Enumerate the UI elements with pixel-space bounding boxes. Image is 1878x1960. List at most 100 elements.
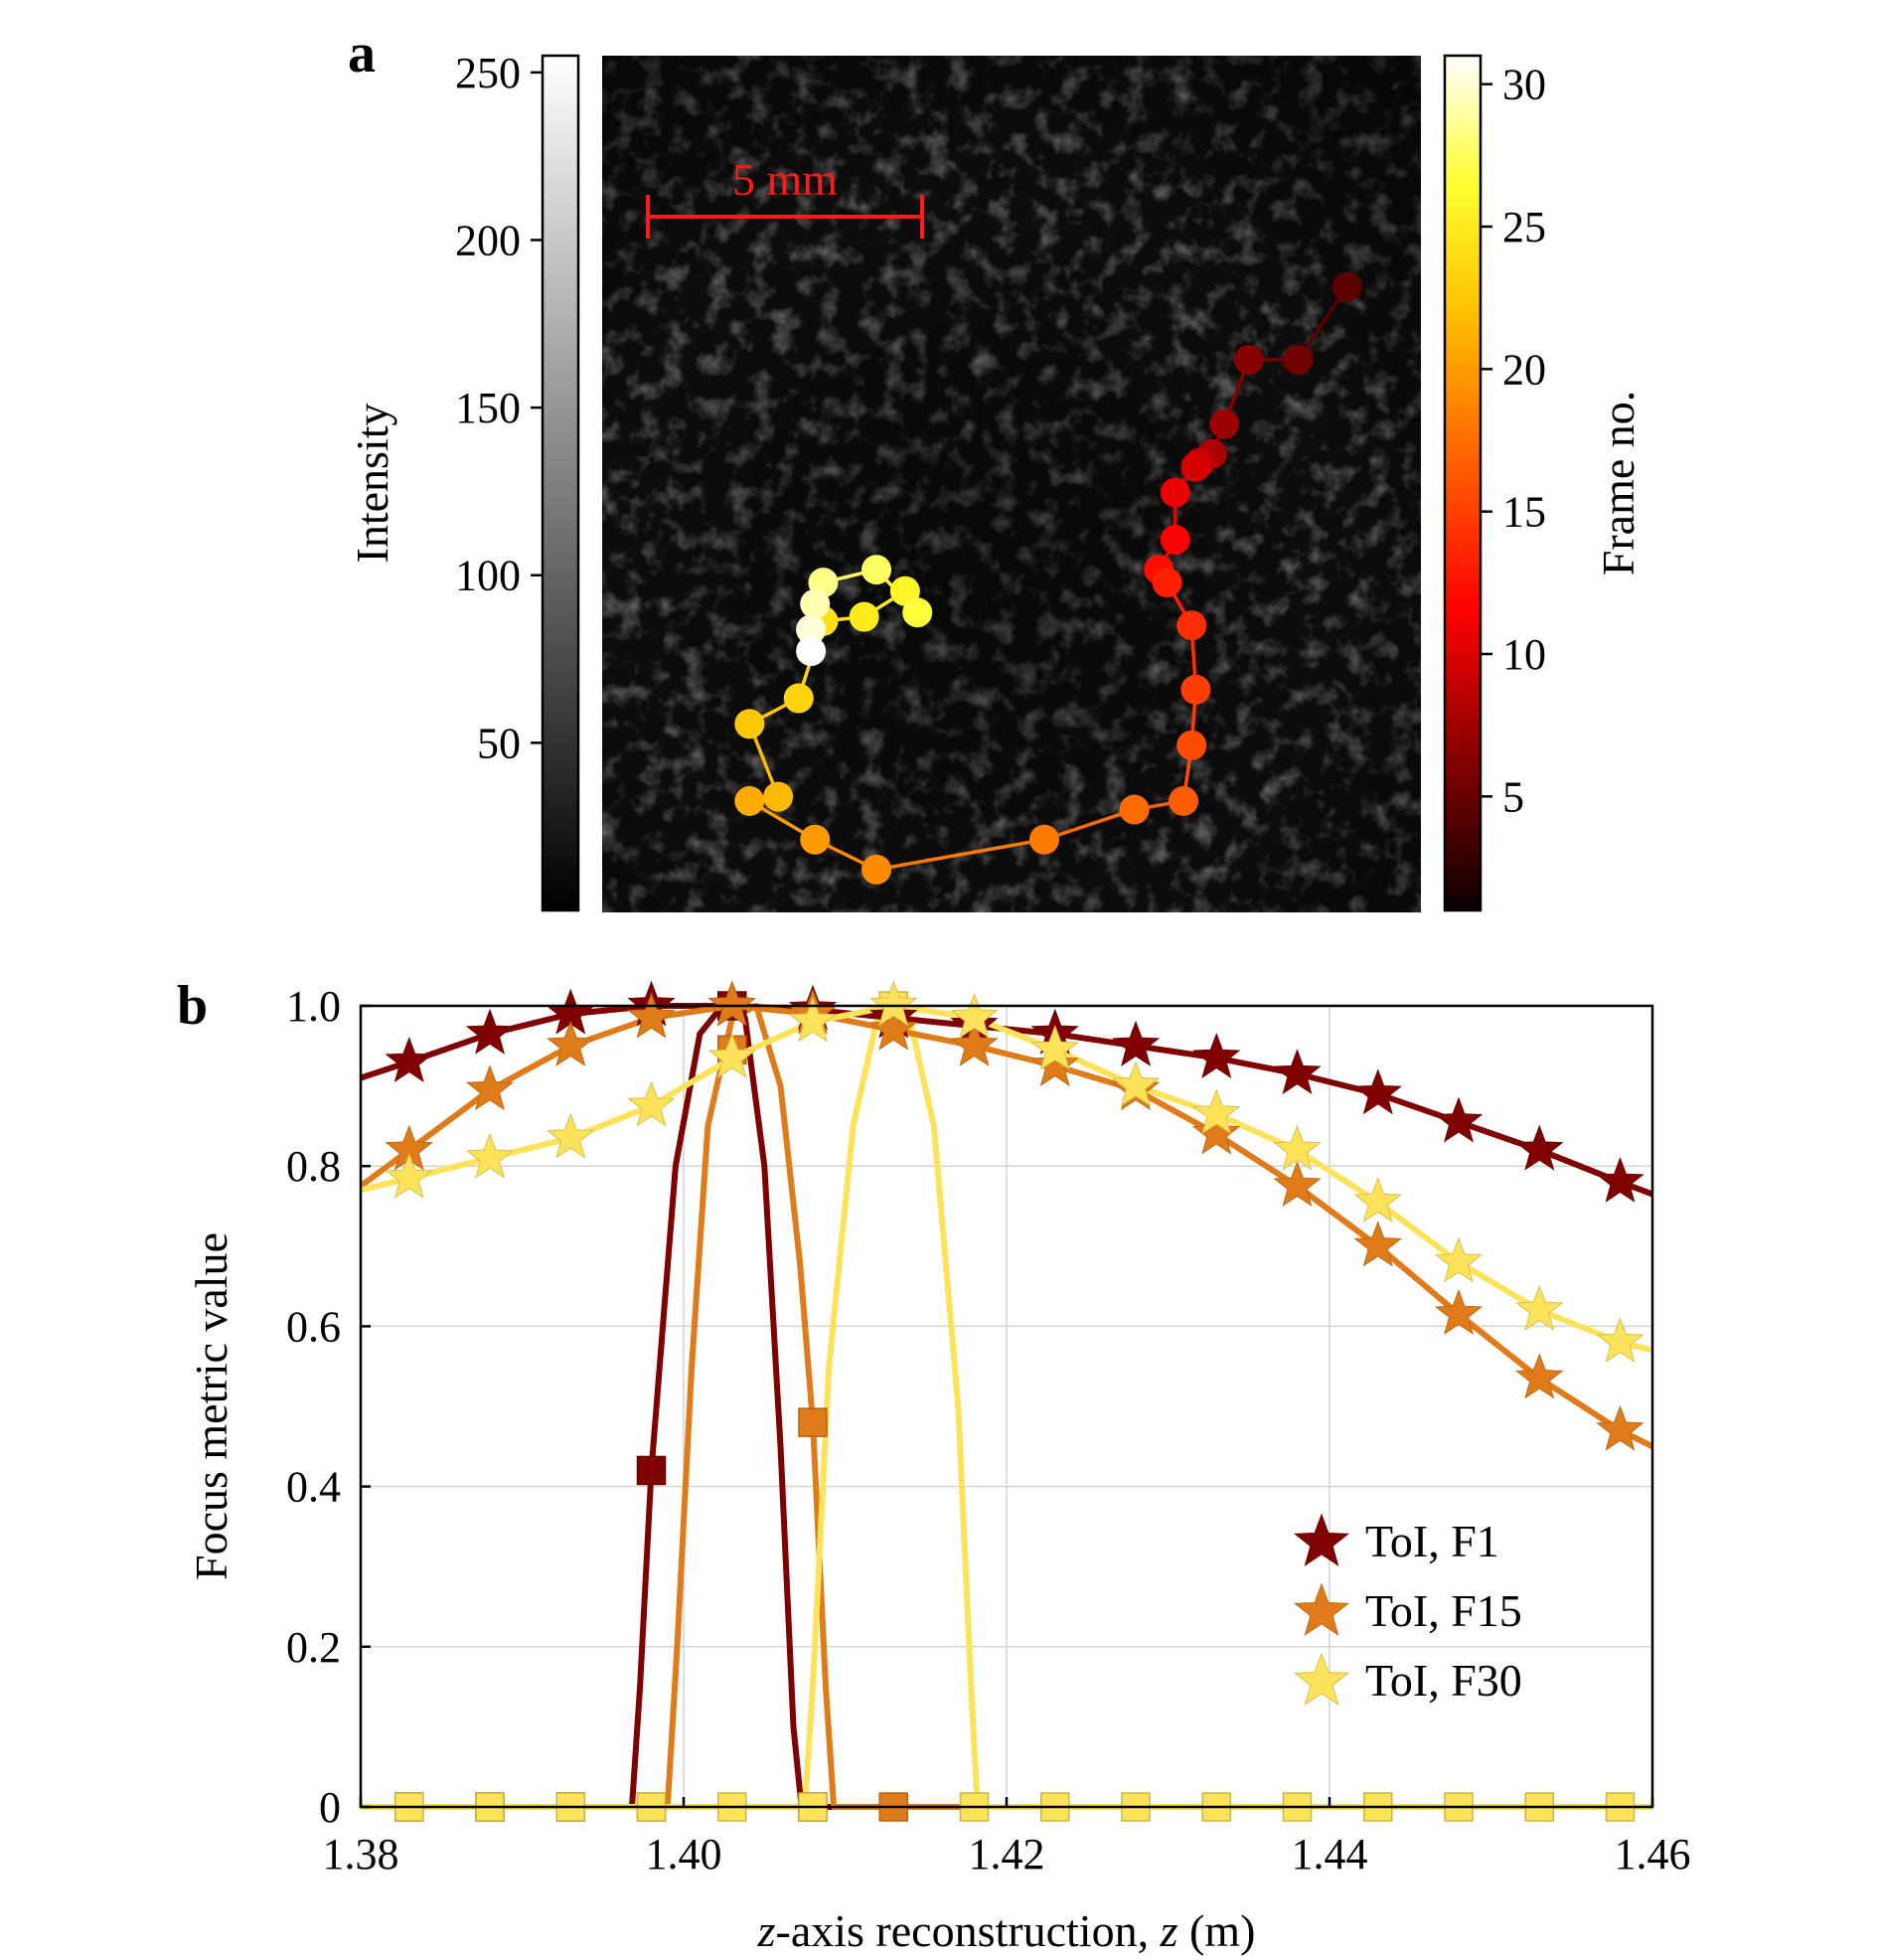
toi-star-marker — [1596, 1317, 1644, 1364]
toi-star-marker — [465, 1008, 515, 1055]
trajectory-segment — [1043, 807, 1136, 842]
toi-star-marker — [1030, 1040, 1079, 1087]
x-axis-label-unit: (m) — [1177, 1905, 1255, 1956]
trajectory-point — [1028, 824, 1059, 855]
trajectory-point — [861, 555, 892, 585]
x-tick-label: 1.42 — [969, 1830, 1045, 1878]
toi-star-marker — [1273, 1160, 1322, 1207]
toi-curve — [360, 1003, 1654, 1198]
trajectory-point — [783, 683, 814, 714]
toi-star-marker — [1353, 1068, 1402, 1115]
trajectory-point — [1180, 451, 1211, 482]
toi-curve — [360, 1003, 1653, 1354]
toi-star-marker — [1030, 1024, 1079, 1070]
x-axis: 1.38 1.40 1.42 1.44 1.46 — [323, 1797, 1691, 1878]
trajectory-point — [1160, 525, 1190, 556]
y-tick-label: 0 — [319, 1783, 341, 1832]
trajectory-point — [734, 785, 765, 816]
panel-label-a: a — [348, 23, 376, 84]
y-tick-label: 0.8 — [286, 1142, 341, 1191]
legend-label: ToI, F15 — [1365, 1585, 1522, 1636]
frame-colorbar-gradient — [1443, 54, 1483, 912]
trajectory-segment — [875, 838, 1045, 872]
trajectory-point — [800, 588, 831, 619]
toi-star-marker — [1515, 1353, 1564, 1399]
toi-star-marker — [1273, 1124, 1322, 1171]
toi-star-marker — [1434, 1096, 1484, 1143]
toi-star-marker — [1353, 1221, 1402, 1267]
trajectory — [734, 271, 1362, 885]
trajectory-point — [1176, 730, 1207, 760]
intensity-tick-label: 50 — [477, 719, 521, 767]
trajectory-point — [1233, 345, 1264, 376]
toi-star-marker — [547, 1112, 595, 1159]
y-axis-label: Focus metric value — [186, 1232, 236, 1580]
legend-star-icon — [1294, 1513, 1349, 1566]
panel-a: a 250 200 150 100 50 Intensity 5 mm 30 25 20 15… — [347, 23, 1643, 912]
scale-bar-label: 5 mm — [732, 154, 838, 205]
intensity-tick-label: 250 — [455, 49, 521, 97]
trajectory-point — [1180, 674, 1211, 705]
toi-star-marker — [707, 1032, 756, 1078]
panel-b: b 1.38 1.40 1.42 1.44 1.46 00.20.40.60.81.0 … — [177, 975, 1691, 1956]
x-axis-label-text: -axis reconstruction, — [776, 1905, 1161, 1956]
trajectory-point — [1283, 345, 1314, 376]
toi-star-marker — [1596, 1156, 1644, 1203]
toi-star-marker — [869, 1004, 918, 1051]
toi-star-marker — [465, 1064, 515, 1111]
frame-tick-label: 25 — [1502, 203, 1546, 251]
tof-square-marker — [636, 1455, 667, 1486]
toi-star-marker — [1515, 1124, 1564, 1171]
toi-star-marker — [950, 992, 999, 1039]
toi-star-marker — [1273, 1049, 1322, 1095]
x-axis-label-italic: z — [757, 1905, 776, 1956]
intensity-colorbar: 250 200 150 100 50 Intensity — [347, 49, 580, 912]
toi-star-marker — [1434, 1236, 1484, 1283]
toi-star-marker — [1192, 1088, 1241, 1135]
legend-label: ToI, F30 — [1365, 1655, 1522, 1706]
toi-star-marker — [385, 1036, 433, 1082]
x-tick-label: 1.46 — [1615, 1830, 1691, 1878]
toi-star-marker — [1192, 1032, 1241, 1078]
toi-star-marker — [1596, 1404, 1644, 1451]
legend-label: ToI, F1 — [1365, 1516, 1499, 1566]
y-tick-label: 0.2 — [286, 1623, 341, 1672]
toi-star-marker — [1434, 1288, 1484, 1335]
trajectory-point — [734, 709, 765, 739]
toi-star-marker — [950, 1020, 999, 1066]
trajectory-point — [1169, 785, 1199, 816]
frame-colorbar: 30 25 20 15 10 5 Frame no. — [1443, 54, 1643, 912]
y-tick-label: 1.0 — [286, 982, 341, 1031]
intensity-tick-label: 200 — [455, 216, 521, 264]
intensity-tick-label: 150 — [455, 384, 521, 432]
toi-star-marker — [869, 980, 918, 1027]
trajectory-point — [861, 854, 892, 885]
toi-star-marker — [1353, 1177, 1402, 1224]
x-axis-label-italic-2: z — [1160, 1905, 1178, 1956]
trajectory-point — [763, 781, 794, 812]
intensity-colorbar-label: Intensity — [347, 404, 397, 564]
trajectory-point — [1160, 477, 1190, 508]
frame-colorbar-label: Frame no. — [1593, 391, 1643, 576]
toi-star-marker — [385, 1152, 433, 1199]
trajectory-point — [1119, 794, 1150, 825]
frame-tick-label: 10 — [1502, 630, 1546, 679]
trajectory-point — [796, 614, 827, 645]
y-tick-label: 0.6 — [286, 1302, 341, 1351]
frame-tick-label: 5 — [1502, 772, 1524, 821]
trajectory-point — [796, 636, 827, 667]
toi-star-marker — [788, 996, 838, 1043]
toi-star-marker — [1111, 1061, 1161, 1107]
toi-star-marker — [547, 1020, 595, 1066]
trajectory-point — [1152, 568, 1182, 598]
toi-star-marker — [1515, 1284, 1564, 1331]
legend: ToI, F1 ToI, F15 ToI, F30 — [1294, 1513, 1522, 1706]
toi-curve — [359, 1003, 1654, 1449]
toi-star-marker — [707, 980, 756, 1027]
toi-star-marker — [465, 1132, 515, 1179]
legend-star-icon — [1294, 1582, 1349, 1636]
scale-bar: 5 mm — [646, 154, 924, 239]
y-tick-label: 0.4 — [286, 1463, 341, 1512]
trajectory-point — [1176, 610, 1207, 641]
